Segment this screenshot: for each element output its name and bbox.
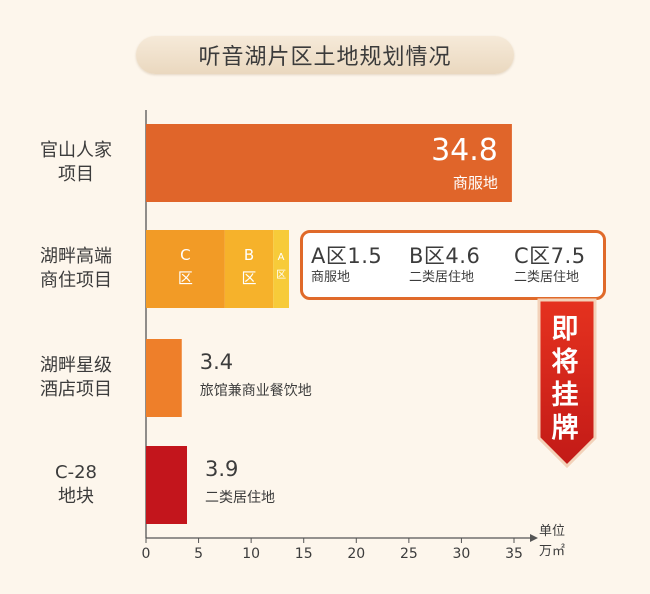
bar-value-label: 34.8 [431,133,498,168]
segment-label: C [180,246,190,264]
callout-value: A区1.5 [311,244,383,268]
banner-text: 即将挂牌 [545,313,585,445]
bar-segment [146,446,188,524]
callout-item-c: C区7.5 二类居住地 [514,243,586,287]
x-tick-label: 20 [347,546,365,562]
banner-char: 即将挂牌 [550,313,580,445]
banner-character: 即 [551,314,579,345]
segment-label: 区 [276,269,286,281]
coming-soon-banner [537,298,597,469]
bar-sub-label: 商服地 [453,174,498,192]
callout-label: 商服地 [311,270,351,285]
callout-label: 二类居住地 [409,270,475,285]
segment-label: A [278,252,285,263]
segment-label: 区 [242,269,257,287]
segment-label: B [244,246,254,264]
category-label: 湖畔高端 商住项目 [40,246,112,291]
x-tick-label: 15 [295,546,313,562]
bar-segment [146,124,512,202]
category-label: 湖畔星级 酒店项目 [40,355,112,400]
x-tick-label: 35 [505,546,523,562]
x-tick-label: 5 [194,546,203,562]
bar-sub-label: 旅馆兼商业餐饮地 [200,383,312,399]
chart-title: 听音湖片区土地规划情况 [136,36,514,74]
bar-segment [146,339,182,417]
category-label: 官山人家 项目 [40,140,112,185]
bar-segment [273,230,289,308]
x-axis-arrow [530,534,538,542]
x-tick-label: 0 [142,546,151,562]
bar-sub-label: 二类居住地 [205,490,275,506]
segment-label: 区 [178,269,193,287]
x-tick-label: 30 [453,546,471,562]
category-label: C-28 地块 [55,462,97,507]
banner-character: 牌 [551,413,579,444]
callout-value: B区4.6 [409,244,481,268]
banner-character: 挂 [551,380,579,411]
callout-item-b: B区4.6 二类居住地 [409,243,480,287]
bar-segment [146,230,225,308]
banner-shape [537,298,597,469]
x-tick-label: 10 [242,546,260,562]
planned-zones-callout: A区1.5 商服地 B区4.6 二类居住地 C区7.5 二类居住地 [300,230,606,300]
callout-value: C区7.5 [514,244,586,268]
x-tick-label: 25 [400,546,418,562]
bar-segment [224,230,274,308]
bar-value-label: 3.4 [200,350,233,374]
banner-character: 将 [551,347,579,378]
unit-label: 单位 万㎡ [538,524,565,559]
bar-value-label: 3.9 [205,457,238,481]
callout-item-a: A区1.5 商服地 [311,243,382,287]
callout-label: 二类居住地 [514,270,580,285]
